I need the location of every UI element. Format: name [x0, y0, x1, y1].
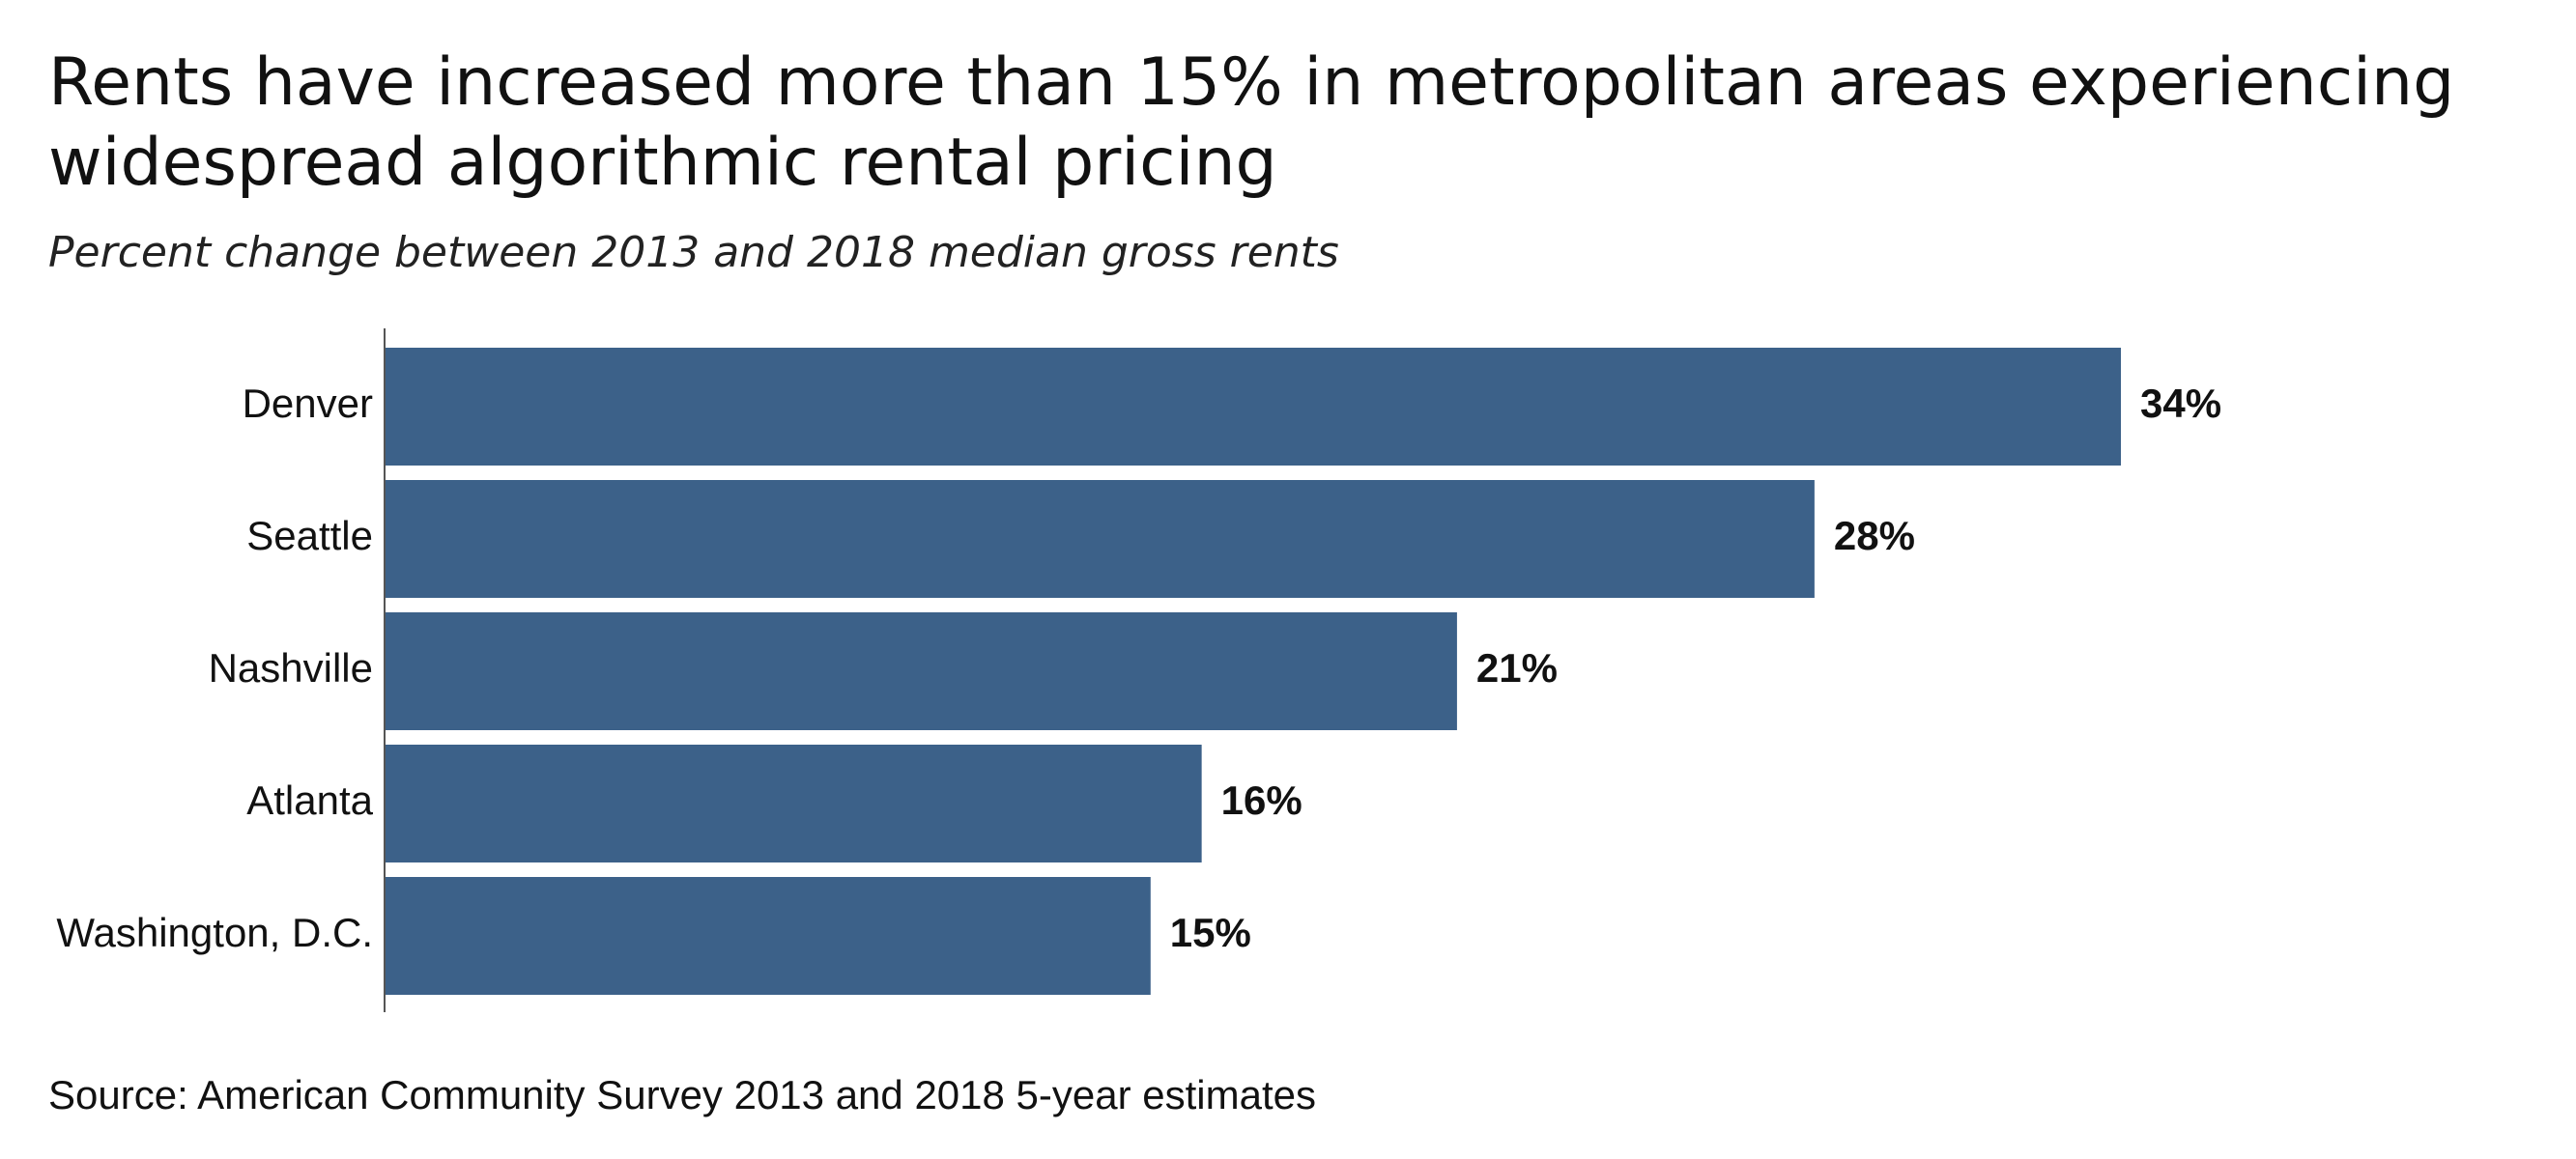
data-label: 21% — [1476, 645, 1558, 691]
category-label: Seattle — [246, 513, 373, 558]
category-label: Nashville — [209, 645, 373, 691]
chart-subtitle: Percent change between 2013 and 2018 med… — [48, 228, 1339, 277]
data-label: 34% — [2140, 381, 2221, 426]
bar-seattle — [385, 480, 1815, 598]
data-label: 28% — [1834, 513, 1915, 558]
data-label: 16% — [1221, 777, 1302, 823]
data-label: 15% — [1170, 910, 1251, 955]
bar-nashville — [385, 612, 1457, 730]
bar-washington-d-c — [385, 877, 1151, 995]
bar-atlanta — [385, 745, 1202, 862]
category-label: Washington, D.C. — [56, 910, 373, 955]
category-label: Atlanta — [246, 777, 373, 823]
source-note: Source: American Community Survey 2013 a… — [48, 1072, 1316, 1117]
chart-title: Rents have increased more than 15% in me… — [48, 44, 2455, 201]
bars-group: Denver 34% Seattle 28% Nashville 21% Atlanta 16… — [56, 348, 2221, 995]
bar-denver — [385, 348, 2121, 466]
bar-chart: Denver 34% Seattle 28% Nashville 21% Atlanta 16… — [56, 328, 2221, 1012]
category-label: Denver — [243, 381, 373, 426]
